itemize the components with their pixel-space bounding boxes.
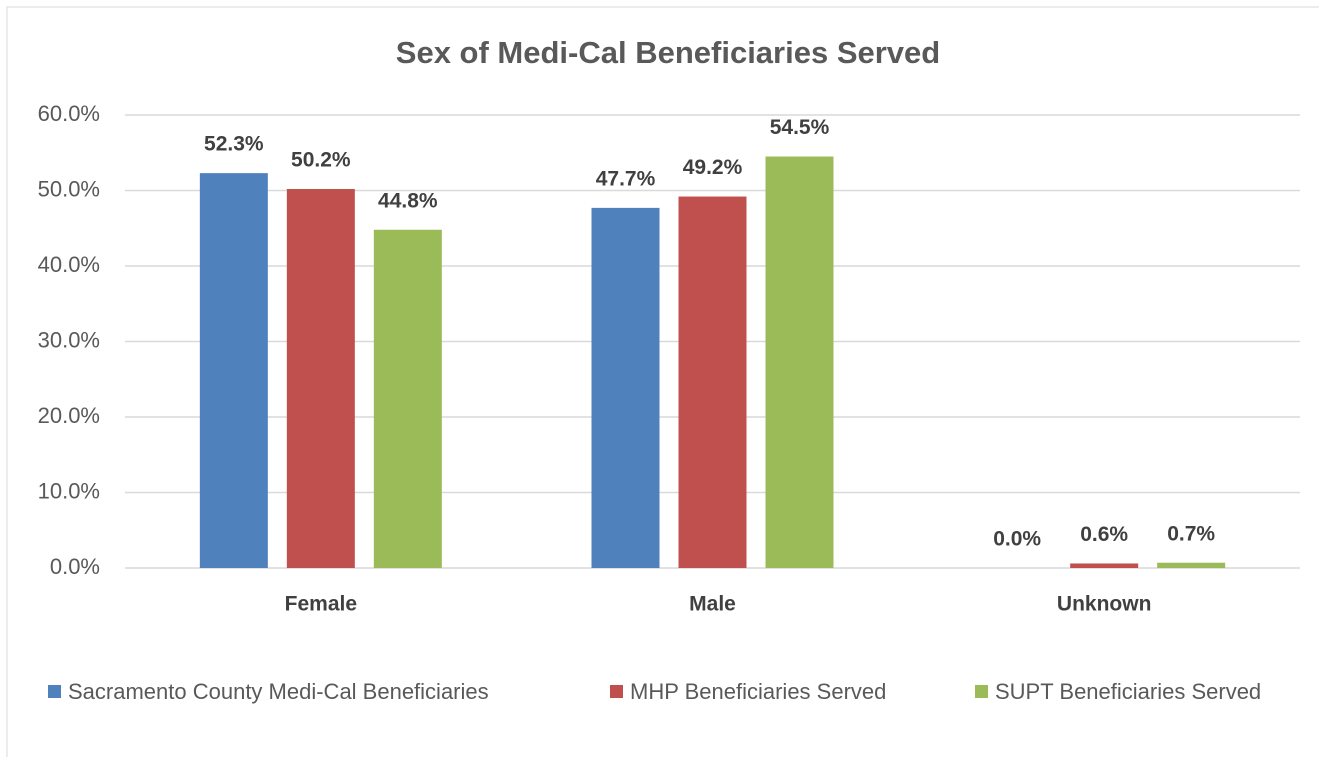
chart-border — [6, 6, 1319, 757]
bar — [678, 196, 747, 569]
y-tick-label: 50.0% — [38, 176, 100, 201]
y-tick-label: 20.0% — [38, 403, 100, 428]
data-label: 47.7% — [596, 167, 656, 190]
bar — [199, 173, 268, 568]
legend-swatch — [975, 685, 988, 698]
bar — [373, 229, 442, 568]
data-label: 49.2% — [683, 156, 743, 179]
legend-label: SUPT Beneficiaries Served — [995, 679, 1261, 704]
data-label: 0.7% — [1167, 522, 1215, 545]
bar — [591, 207, 660, 569]
data-label: 52.3% — [204, 133, 264, 156]
x-tick-label: Male — [689, 593, 736, 616]
data-label: 0.0% — [993, 528, 1041, 551]
y-tick-label: 10.0% — [38, 478, 100, 503]
y-tick-label: 0.0% — [50, 554, 100, 579]
y-tick-label: 40.0% — [38, 252, 100, 277]
bar — [1157, 562, 1226, 568]
x-tick-label: Female — [285, 593, 357, 616]
bar — [286, 188, 355, 569]
chart-title: Sex of Medi-Cal Beneficiaries Served — [396, 35, 940, 70]
y-tick-label: 30.0% — [38, 327, 100, 352]
legend-swatch — [48, 685, 61, 698]
data-label: 44.8% — [378, 189, 438, 212]
data-label: 54.5% — [770, 116, 830, 139]
data-label: 50.2% — [291, 149, 351, 172]
legend-label: MHP Beneficiaries Served — [630, 679, 886, 704]
bar — [765, 156, 834, 568]
bar — [1070, 563, 1139, 568]
legend-swatch — [610, 685, 623, 698]
legend-label: Sacramento County Medi-Cal Beneficiaries — [68, 679, 489, 704]
y-tick-label: 60.0% — [38, 101, 100, 126]
x-tick-label: Unknown — [1057, 593, 1152, 616]
data-label: 0.6% — [1080, 523, 1128, 546]
